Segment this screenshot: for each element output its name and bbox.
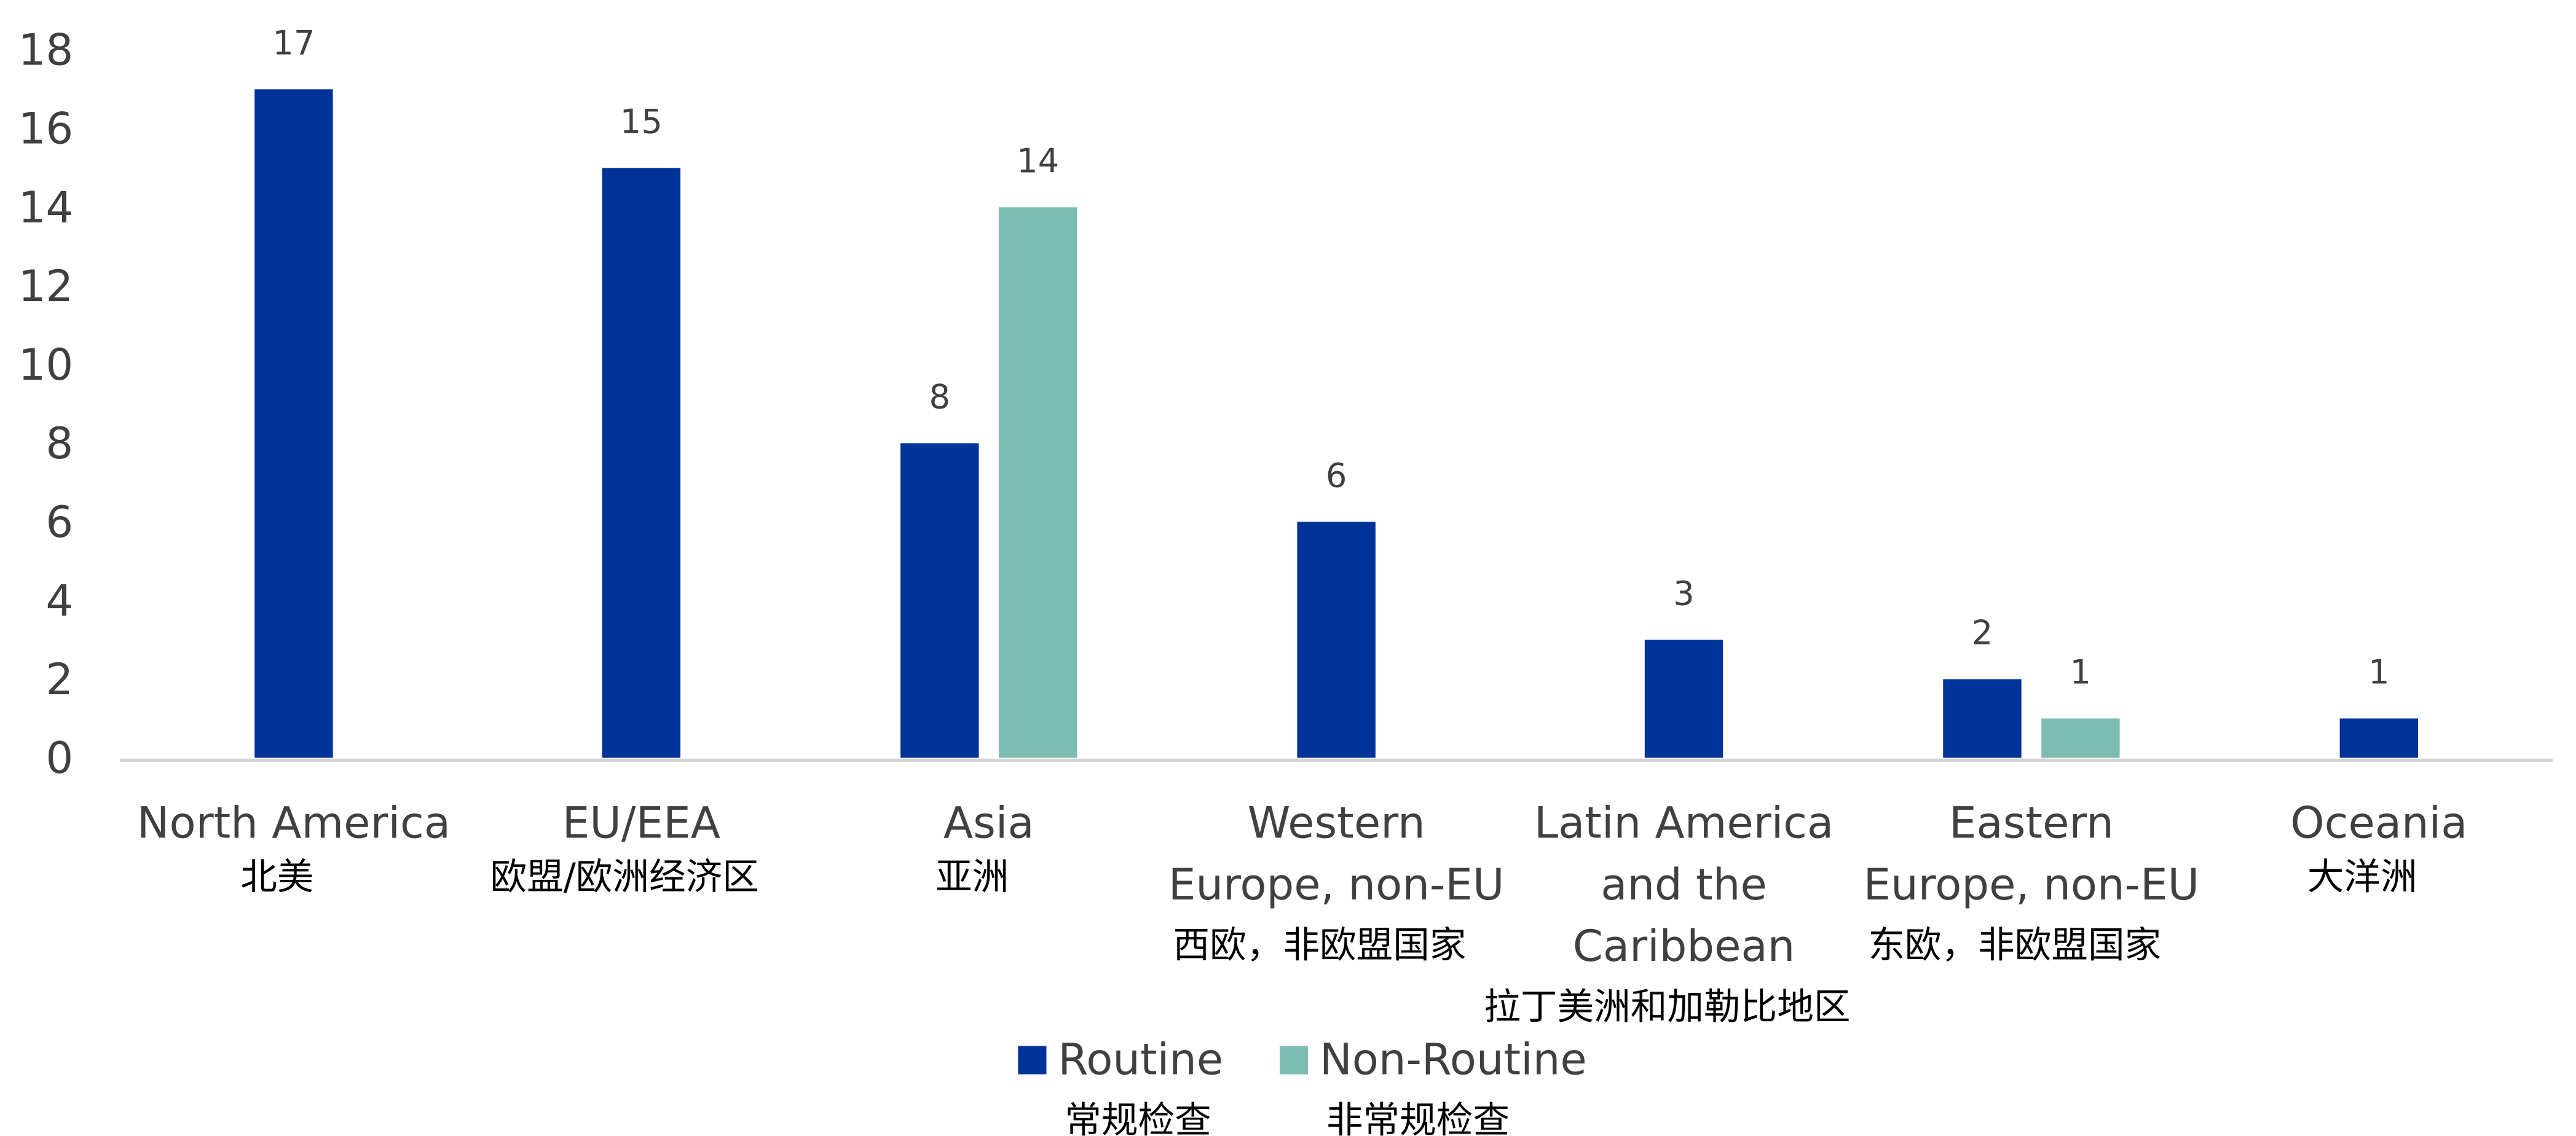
- data-label: 1: [2070, 653, 2092, 692]
- x-tick-label: Europe, non-EU: [1168, 860, 1505, 910]
- bars: [254, 89, 2419, 758]
- legend-swatch-routine: [1018, 1046, 1047, 1075]
- x-tick-label-zh: 大洋洲: [2307, 856, 2417, 899]
- x-tick-label-zh: 西欧，非欧盟国家: [1173, 925, 1467, 967]
- x-tick-label-zh: 东欧，非欧盟国家: [1868, 925, 2161, 967]
- y-tick-label: 16: [18, 104, 74, 154]
- routine-bar: [254, 89, 333, 758]
- x-tick-label: and the: [1601, 860, 1767, 910]
- y-tick-label: 14: [18, 182, 74, 233]
- x-tick-label: EU/EEA: [562, 798, 720, 848]
- non-routine-bar: [2041, 718, 2120, 758]
- data-label: 1: [2368, 653, 2390, 692]
- x-tick-label: Eastern: [1949, 798, 2114, 848]
- legend-item-routine: Routine 常规检查: [1018, 1035, 1223, 1136]
- x-category-label: EU/EEA 欧盟/欧洲经济区: [490, 798, 758, 899]
- y-tick-label: 10: [18, 340, 74, 390]
- data-label: 14: [1017, 141, 1059, 180]
- x-tick-label: Europe, non-EU: [1864, 860, 2200, 910]
- x-tick-label-zh: 欧盟/欧洲经济区: [490, 856, 758, 899]
- legend-item-non-routine: Non-Routine 非常规检查: [1279, 1035, 1587, 1136]
- routine-bar: [602, 168, 681, 758]
- y-tick-label: 8: [45, 418, 73, 469]
- routine-bar: [1943, 679, 2022, 758]
- x-tick-label: North America: [137, 798, 451, 848]
- x-tick-label-zh: 亚洲: [935, 856, 1009, 899]
- non-routine-bar: [998, 207, 1077, 758]
- y-tick-label: 0: [45, 733, 73, 783]
- x-tick-label: Latin America: [1534, 798, 1834, 848]
- x-category-label: Western Europe, non-EU 西欧，非欧盟国家: [1168, 798, 1505, 967]
- y-tick-label: 12: [18, 261, 74, 311]
- y-tick-label: 6: [45, 497, 73, 547]
- data-labels: 17 15 8 14 6 3 2 1 1: [272, 23, 2389, 691]
- data-label: 17: [272, 23, 315, 62]
- legend-label: Non-Routine: [1320, 1035, 1587, 1085]
- data-label: 15: [620, 102, 663, 141]
- x-tick-label: Western: [1248, 798, 1425, 848]
- data-label: 2: [1972, 614, 1993, 652]
- x-axis: North America 北美 EU/EEA 欧盟/欧洲经济区 Asia 亚洲 Weste…: [137, 798, 2468, 1028]
- legend-label-zh: 常规检查: [1065, 1099, 1211, 1136]
- data-label: 8: [929, 377, 950, 416]
- y-tick-label: 2: [45, 654, 73, 705]
- x-category-label: Oceania 大洋洲: [2290, 798, 2467, 899]
- routine-bar: [1644, 640, 1723, 758]
- legend-label-zh: 非常规检查: [1326, 1099, 1510, 1136]
- routine-bar: [900, 443, 979, 758]
- data-label: 3: [1673, 574, 1695, 613]
- y-axis: 0 2 4 6 8 10 12 14 16 18: [18, 25, 74, 783]
- y-tick-label: 18: [18, 25, 74, 76]
- x-tick-label: Asia: [943, 798, 1034, 848]
- routine-bar: [1297, 522, 1376, 758]
- legend: Routine 常规检查 Non-Routine 非常规检查: [1018, 1035, 1587, 1136]
- x-tick-label: Caribbean: [1573, 921, 1795, 971]
- x-category-label: North America 北美: [137, 798, 451, 899]
- x-tick-label-zh: 北美: [240, 856, 313, 899]
- data-label: 6: [1326, 456, 1347, 495]
- x-category-label: Asia 亚洲: [935, 798, 1034, 899]
- x-tick-label-zh: 拉丁美洲和加勒比地区: [1484, 986, 1850, 1028]
- x-category-label: Latin America and the Caribbean 拉丁美洲和加勒比地区: [1484, 798, 1850, 1028]
- x-tick-label: Oceania: [2290, 798, 2467, 848]
- legend-label: Routine: [1058, 1035, 1223, 1085]
- legend-swatch-non-routine: [1279, 1046, 1309, 1075]
- routine-bar: [2339, 718, 2419, 758]
- y-tick-label: 4: [45, 576, 73, 626]
- x-category-label: Eastern Europe, non-EU 东欧，非欧盟国家: [1864, 798, 2200, 967]
